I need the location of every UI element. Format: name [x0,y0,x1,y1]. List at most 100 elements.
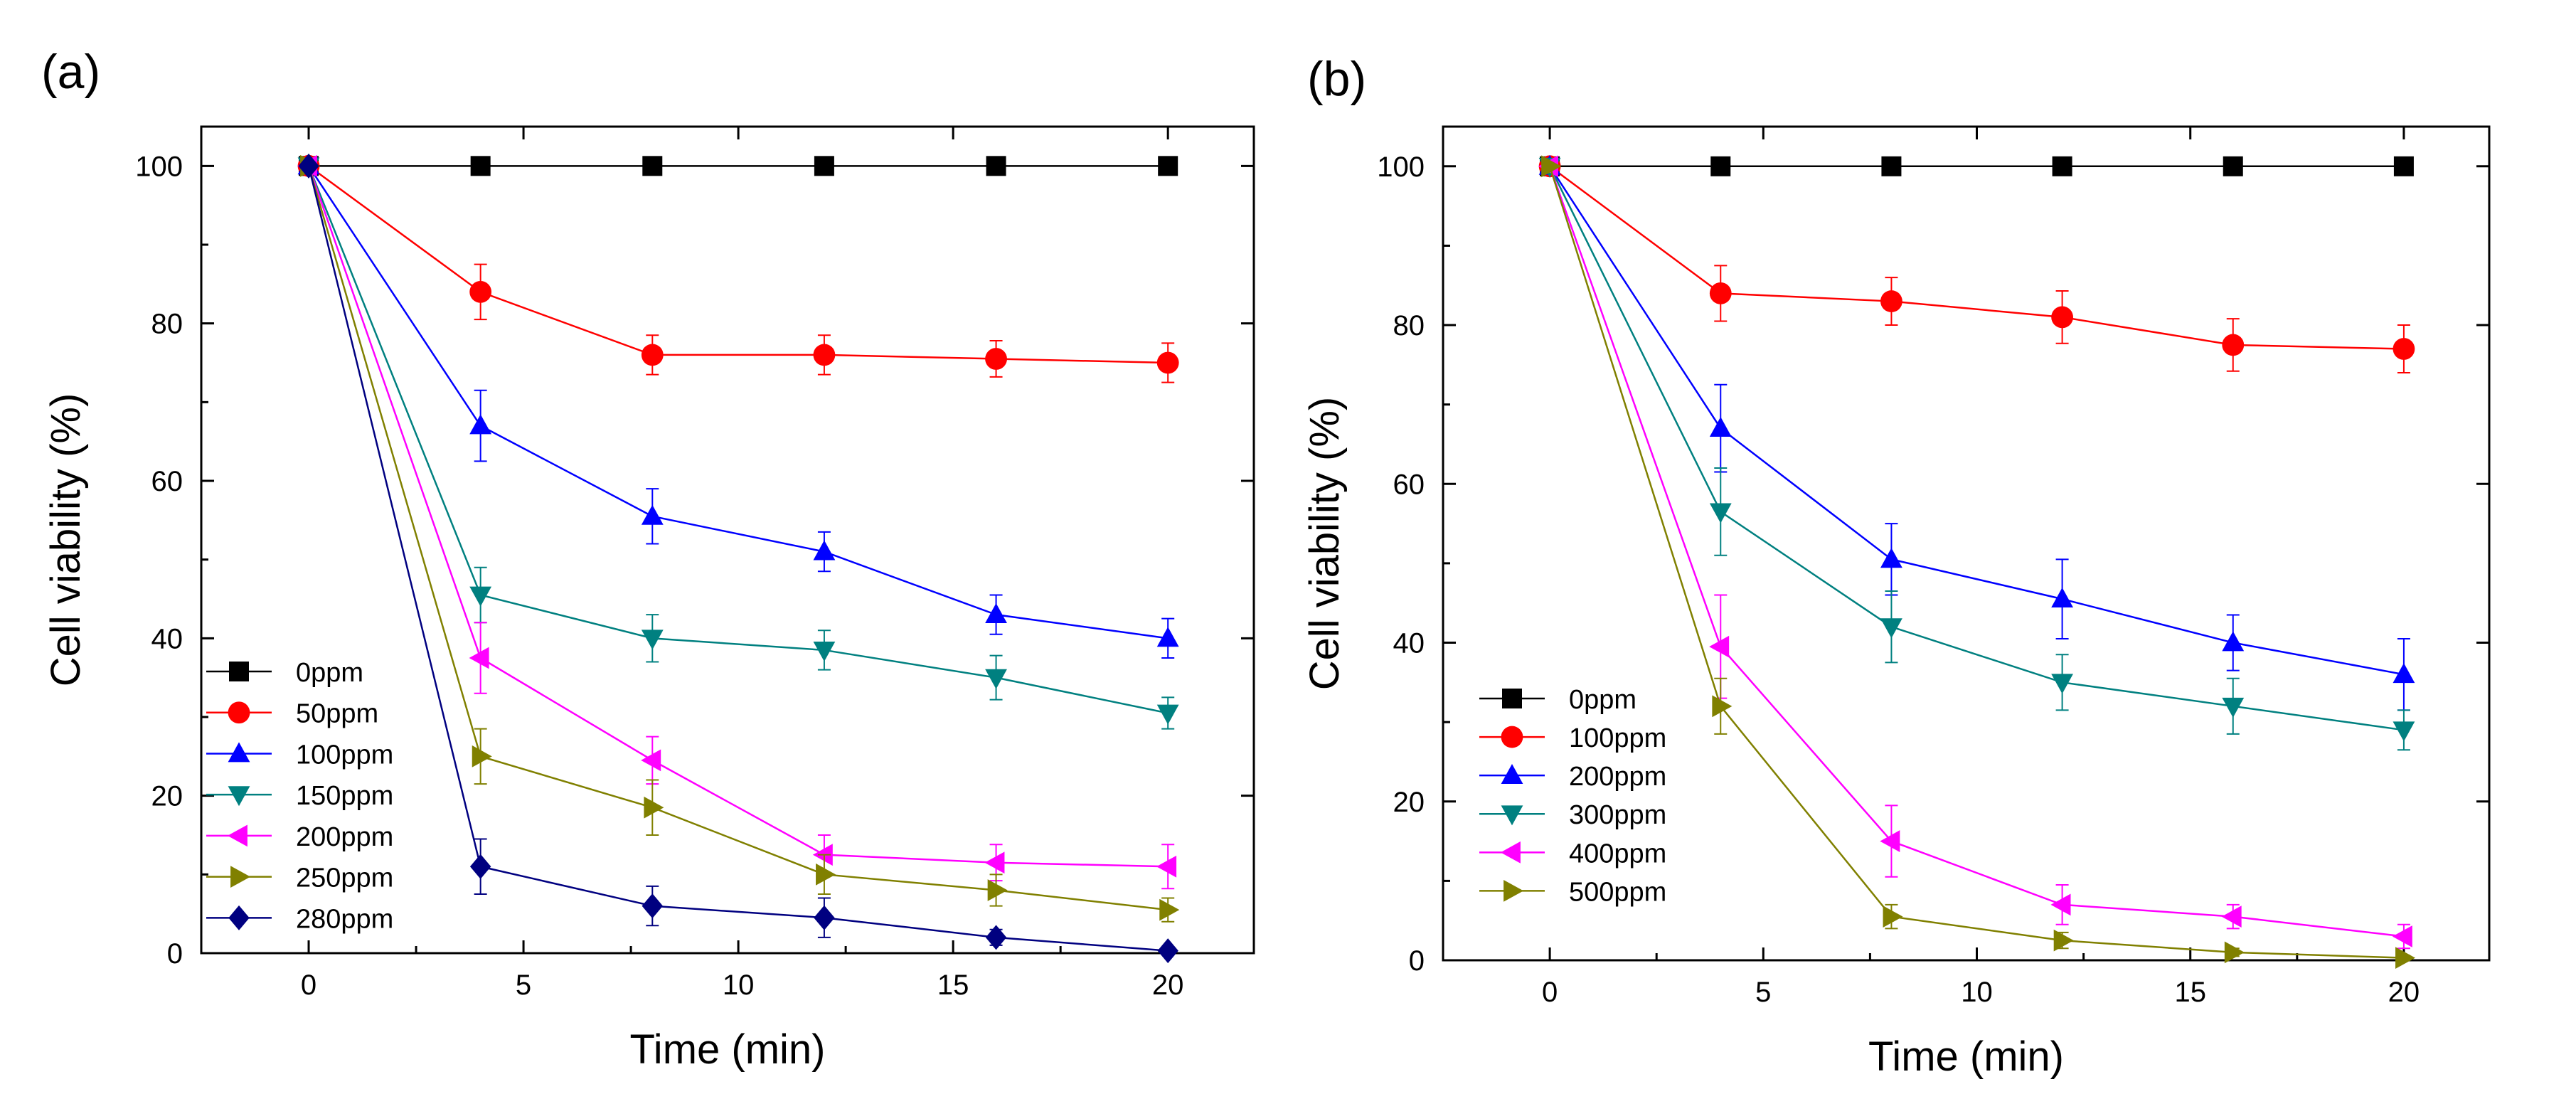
y-axis-title-a: Cell viability (%) [43,393,89,687]
data-point-200ppm-a [641,749,661,772]
data-point-50ppm-a [1156,351,1179,374]
data-point-280ppm-a [298,153,319,179]
legend-label-500ppm-b: 500ppm [1569,877,1666,907]
legend-label-0ppm-a: 0ppm [296,658,363,688]
legend-label-250ppm-a: 250ppm [296,864,393,893]
data-point-0ppm-a [1158,156,1178,176]
legend-label-300ppm-b: 300ppm [1569,800,1666,830]
series-280ppm-a [298,153,1178,964]
plot-frame-a [200,125,1255,955]
series-line-250ppm-a [307,165,1169,911]
data-point-0ppm-a [986,156,1006,176]
y-tick-label-a: 100 [135,151,183,182]
data-point-500ppm-b [2053,929,2074,952]
series-line-300ppm-b [1548,166,2405,731]
data-point-200ppm-b [2222,631,2245,652]
data-point-280ppm-a [642,893,663,919]
x-axis-title-a: Time (min) [630,1026,826,1073]
legend-marker-0ppm-a [229,662,249,681]
data-point-100ppm-b [2393,338,2415,360]
x-tick-label-b: 0 [1542,977,1558,1008]
data-point-150ppm-a [641,630,664,650]
legend-marker-0ppm-b [1502,689,1522,708]
data-point-280ppm-a [985,925,1007,950]
x-tick-label-b: 10 [1961,977,1993,1008]
y-tick-label-b: 100 [1377,152,1425,183]
data-point-400ppm-b [2392,925,2412,947]
series-50ppm-a [297,154,1179,383]
data-point-0ppm-a [642,156,663,176]
series-100ppm-a [297,154,1179,659]
series-100ppm-b [1538,155,2415,374]
data-point-280ppm-a [814,905,835,930]
x-tick-label-a: 0 [301,970,316,1001]
legend-label-100ppm-a: 100ppm [296,740,393,770]
data-point-500ppm-b [1541,155,1562,178]
data-point-200ppm-b [2393,663,2415,684]
y-tick-label-b: 0 [1409,945,1425,977]
data-point-0ppm-b [2393,156,2414,176]
data-point-250ppm-a [644,796,664,819]
data-point-300ppm-b [1709,503,1732,524]
series-0ppm-a [299,156,1178,176]
y-tick-label-b: 80 [1393,310,1425,341]
x-axis-title-b: Time (min) [1868,1034,2064,1080]
data-point-100ppm-b [1880,290,1902,312]
data-point-50ppm-a [813,344,836,366]
x-tick-label-a: 5 [516,970,531,1001]
data-point-250ppm-a [816,863,836,886]
x-tick-label-b: 5 [1755,977,1771,1008]
panel-label-a: (a) [41,45,101,99]
data-point-300ppm-b [2051,674,2073,694]
data-point-250ppm-a [987,879,1008,901]
legend-marker-150ppm-a [228,786,250,807]
legend-marker-280ppm-a [228,905,250,930]
series-250ppm-a [300,154,1180,923]
y-tick-label-b: 60 [1393,469,1425,500]
series-line-500ppm-b [1548,166,2404,959]
data-point-500ppm-b [2395,947,2416,970]
y-tick-label-a: 0 [167,938,183,970]
data-point-0ppm-b [2052,156,2072,176]
legend-label-100ppm-b: 100ppm [1569,723,1666,753]
data-point-50ppm-a [985,348,1007,370]
legend-marker-100ppm-b [1501,726,1523,748]
panel-label-b: (b) [1307,52,1367,106]
data-point-280ppm-a [469,854,491,879]
data-point-100ppm-b [2222,334,2245,356]
series-line-200ppm-a [307,165,1169,868]
data-point-150ppm-a [985,669,1007,689]
legend-marker-200ppm-a [227,824,248,847]
data-point-150ppm-a [1156,704,1179,725]
x-tick-label-a: 15 [937,970,969,1001]
legend-label-0ppm-b: 0ppm [1569,685,1636,715]
data-point-400ppm-b [2050,893,2071,916]
series-line-400ppm-b [1548,166,2405,938]
data-point-100ppm-b [2051,306,2073,329]
y-tick-label-b: 20 [1393,787,1425,818]
y-axis-title-b: Cell viability (%) [1302,397,1348,691]
legend-a: 0ppm 50ppm 100ppm 150ppm 200ppm 250ppm 280ppm [206,658,393,934]
series-0ppm-b [1540,156,2414,176]
data-point-100ppm-b [1709,282,1732,304]
legend-marker-50ppm-a [228,701,250,724]
series-400ppm-b [1538,155,2412,950]
series-line-50ppm-a [308,165,1169,364]
x-tick-label-b: 20 [2388,977,2420,1008]
x-tick-label-b: 15 [2174,977,2206,1008]
series-line-100ppm-a [307,165,1169,639]
legend-marker-400ppm-b [1500,841,1521,864]
legend-label-400ppm-b: 400ppm [1569,839,1666,869]
data-point-50ppm-a [641,344,664,366]
data-point-200ppm-b [2051,588,2073,608]
plot-frame-b [1442,125,2491,962]
legend-b: 0ppm 100ppm 200ppm 300ppm 400ppm 500ppm [1479,685,1666,907]
data-point-0ppm-b [2223,156,2243,176]
data-point-0ppm-b [1710,156,1731,176]
data-point-400ppm-b [2221,906,2242,928]
data-point-200ppm-a [1156,855,1177,878]
y-tick-label-a: 80 [151,309,183,340]
series-line-280ppm-a [307,166,1169,952]
